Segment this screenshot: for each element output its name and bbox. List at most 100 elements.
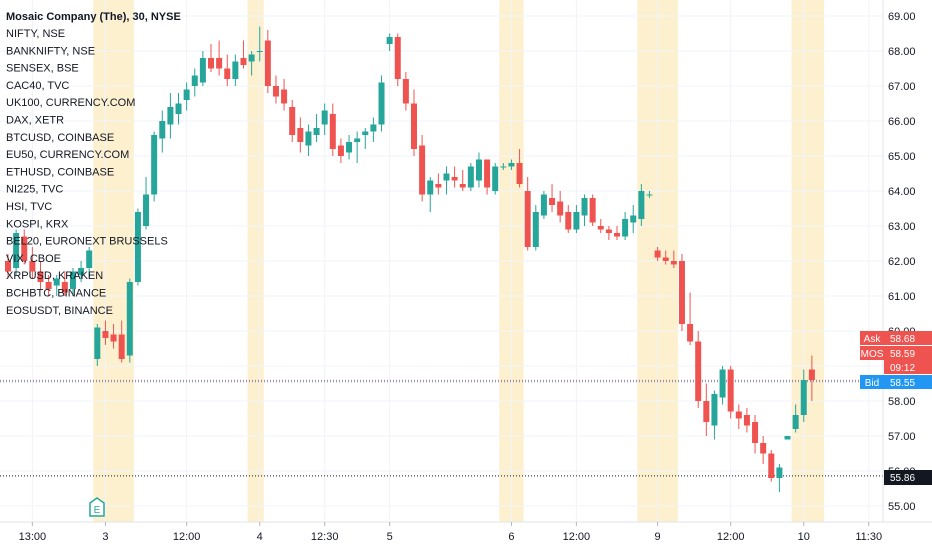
candle-54[interactable] xyxy=(443,166,450,195)
candle-16[interactable] xyxy=(134,208,141,286)
candle-93[interactable] xyxy=(760,436,767,464)
candle-87[interactable] xyxy=(711,390,718,440)
candle-22[interactable] xyxy=(183,82,190,111)
candle-24[interactable] xyxy=(199,51,206,86)
candle-56[interactable] xyxy=(459,170,466,191)
symbol-item-10[interactable]: HSI, TVC xyxy=(6,201,52,213)
candle-4[interactable] xyxy=(37,261,44,289)
candle-92[interactable] xyxy=(752,415,759,454)
candle-80[interactable] xyxy=(654,247,661,261)
price-axis[interactable]: 69.00 68.00 67.00 66.00 65.00 64.00 63.00 62.00… xyxy=(888,11,916,513)
candle-81[interactable] xyxy=(662,250,669,265)
candle-74[interactable] xyxy=(605,226,612,240)
candle-15[interactable] xyxy=(126,278,133,363)
candle-55[interactable] xyxy=(451,166,458,188)
candle-84[interactable] xyxy=(687,292,694,346)
candle-61[interactable] xyxy=(500,163,507,170)
symbol-item-3[interactable]: CAC40, TVC xyxy=(6,80,69,92)
symbol-item-9[interactable]: NI225, TVC xyxy=(6,184,63,196)
candle-3[interactable] xyxy=(29,247,36,279)
candle-94[interactable] xyxy=(768,450,775,482)
candle-73[interactable] xyxy=(597,219,604,233)
candle-50[interactable] xyxy=(411,89,417,157)
candle-49[interactable] xyxy=(402,72,409,111)
candle-9[interactable] xyxy=(78,261,85,282)
candle-46[interactable] xyxy=(378,75,385,132)
candle-10[interactable] xyxy=(86,247,93,279)
candle-91[interactable] xyxy=(743,408,750,433)
candle-77[interactable] xyxy=(630,205,637,233)
candle-48[interactable] xyxy=(394,33,401,87)
candle-45[interactable] xyxy=(370,117,377,143)
candle-63[interactable] xyxy=(516,149,523,188)
candle-17[interactable] xyxy=(143,177,150,230)
candle-85[interactable] xyxy=(695,331,702,408)
candle-68[interactable] xyxy=(557,191,564,223)
symbol-item-8[interactable]: ETHUSD, COINBASE xyxy=(6,166,114,178)
candle-39[interactable] xyxy=(321,103,328,136)
candle-2[interactable] xyxy=(21,229,28,265)
symbol-item-7[interactable]: EU50, CURRENCY.COM xyxy=(6,149,129,161)
chart-title[interactable]: Mosaic Company (The), 30, NYSE xyxy=(6,11,181,23)
candle-66[interactable] xyxy=(540,191,547,219)
candle-44[interactable] xyxy=(362,128,369,149)
candle-65[interactable] xyxy=(532,205,539,251)
candle-33[interactable] xyxy=(272,75,279,104)
candle-69[interactable] xyxy=(565,205,572,233)
symbol-item-2[interactable]: SENSEX, BSE xyxy=(6,63,79,75)
candle-38[interactable] xyxy=(313,114,320,142)
candle-89[interactable] xyxy=(727,366,734,419)
symbol-item-1[interactable]: BANKNIFTY, NSE xyxy=(6,45,95,57)
candle-59[interactable] xyxy=(484,159,491,195)
symbol-item-16[interactable]: EOSUSDT, BINANCE xyxy=(6,305,113,317)
candle-90[interactable] xyxy=(735,404,742,430)
candle-57[interactable] xyxy=(467,163,474,191)
symbol-item-6[interactable]: BTCUSD, COINBASE xyxy=(6,132,114,144)
candle-11[interactable] xyxy=(94,324,101,366)
time-axis[interactable]: 13:00 3 12:00 4 12:30 5 6 12:00 9 12:00 10 11:30 xyxy=(19,522,882,543)
candle-37[interactable] xyxy=(305,124,312,157)
candle-96[interactable] xyxy=(784,436,791,440)
candle-19[interactable] xyxy=(159,110,166,153)
symbol-item-15[interactable]: BCHBTC, BINANCE xyxy=(6,288,106,300)
candle-14[interactable] xyxy=(118,320,125,363)
candles[interactable] xyxy=(5,26,815,493)
candle-6[interactable] xyxy=(53,275,60,296)
candle-21[interactable] xyxy=(175,93,182,125)
candle-99[interactable] xyxy=(808,355,815,402)
candle-51[interactable] xyxy=(419,135,426,202)
candle-47[interactable] xyxy=(386,33,393,52)
candle-82[interactable] xyxy=(670,250,677,269)
candle-5[interactable] xyxy=(45,275,52,296)
candle-36[interactable] xyxy=(297,117,304,153)
candle-25[interactable] xyxy=(208,44,214,72)
candle-27[interactable] xyxy=(224,54,231,87)
symbol-item-14[interactable]: XRPUSD, KRAKEN xyxy=(6,270,103,282)
candle-28[interactable] xyxy=(232,54,239,87)
candle-34[interactable] xyxy=(281,79,288,111)
symbol-item-0[interactable]: NIFTY, NSE xyxy=(6,28,65,40)
candle-43[interactable] xyxy=(354,131,361,164)
candle-83[interactable] xyxy=(678,254,685,331)
candle-72[interactable] xyxy=(589,194,596,227)
candle-79[interactable] xyxy=(646,191,653,198)
candle-35[interactable] xyxy=(289,100,296,142)
candle-67[interactable] xyxy=(549,184,556,212)
candle-18[interactable] xyxy=(151,131,158,202)
candle-52[interactable] xyxy=(427,177,434,212)
candle-75[interactable] xyxy=(614,226,620,240)
candle-7[interactable] xyxy=(61,271,68,297)
candle-26[interactable] xyxy=(216,40,223,76)
symbol-item-11[interactable]: KOSPI, KRX xyxy=(6,218,69,230)
candle-8[interactable] xyxy=(69,268,76,296)
candle-58[interactable] xyxy=(475,152,482,188)
candle-71[interactable] xyxy=(581,194,588,227)
candle-70[interactable] xyxy=(573,205,580,233)
candle-12[interactable] xyxy=(102,320,109,346)
candle-88[interactable] xyxy=(719,366,726,405)
candle-0[interactable] xyxy=(5,254,11,279)
candle-29[interactable] xyxy=(240,40,247,69)
symbol-item-4[interactable]: UK100, CURRENCY.COM xyxy=(6,97,135,109)
